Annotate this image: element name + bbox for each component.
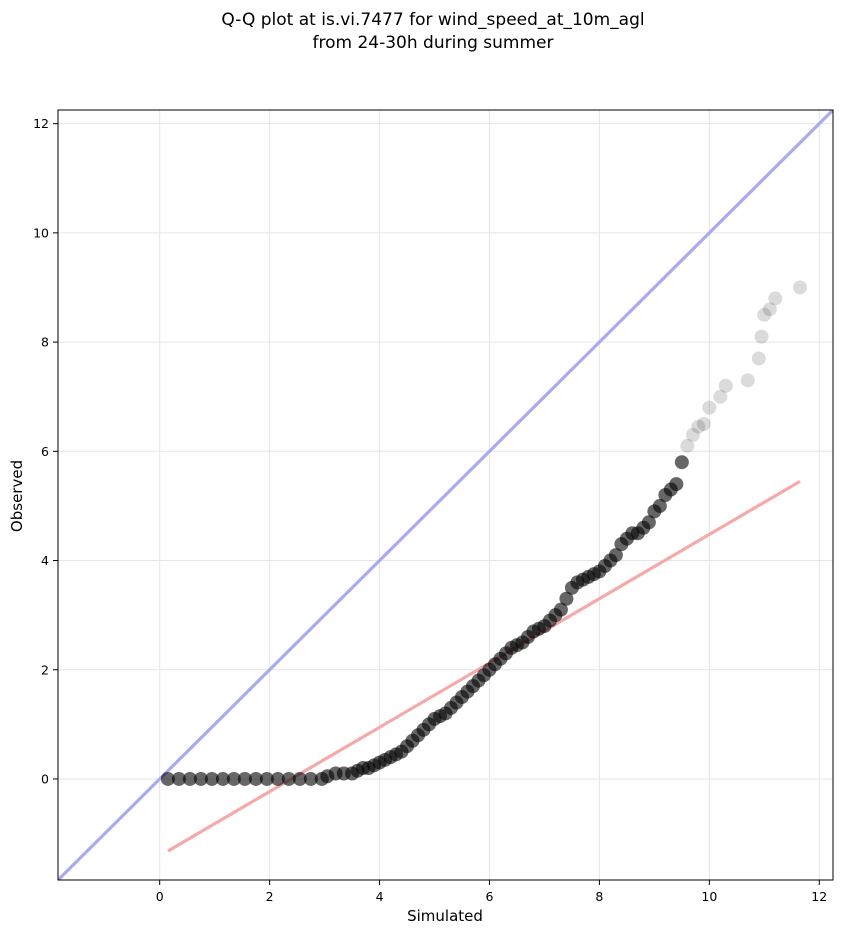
y-tick-label: 10 bbox=[33, 225, 49, 240]
quantile-point bbox=[160, 771, 175, 786]
quantile-point bbox=[669, 477, 684, 492]
quantile-point bbox=[691, 419, 706, 434]
y-tick-label: 6 bbox=[41, 444, 49, 459]
y-tick-label: 0 bbox=[41, 771, 49, 786]
quantile-point bbox=[193, 771, 208, 786]
quantile-point bbox=[281, 771, 296, 786]
x-tick-label: 12 bbox=[811, 889, 827, 904]
quantile-point bbox=[559, 591, 574, 606]
quantile-point bbox=[215, 771, 230, 786]
quantile-point bbox=[768, 291, 783, 306]
chart-title-line-2: from 24-30h during summer bbox=[313, 33, 554, 53]
quantile-point bbox=[608, 548, 623, 563]
quantile-point bbox=[685, 427, 700, 442]
x-axis-label: Simulated bbox=[407, 907, 483, 925]
quantile-point bbox=[713, 389, 728, 404]
quantile-point bbox=[652, 498, 667, 513]
x-axis: 0 2 4 6 8 10 12 bbox=[156, 880, 827, 904]
quantile-point bbox=[793, 280, 808, 295]
quantile-point bbox=[740, 373, 755, 388]
quantile-point bbox=[757, 307, 772, 322]
plot-area bbox=[58, 110, 833, 880]
grid bbox=[58, 110, 833, 880]
quantile-points bbox=[160, 280, 808, 786]
quantile-point bbox=[553, 602, 568, 617]
x-tick-label: 4 bbox=[376, 889, 384, 904]
quantile-point bbox=[696, 417, 711, 432]
y-axis-label: Observed bbox=[8, 460, 26, 532]
x-tick-label: 8 bbox=[595, 889, 603, 904]
quantile-point bbox=[303, 771, 318, 786]
quantile-point bbox=[674, 455, 689, 470]
chart-title-line-1: Q-Q plot at is.vi.7477 for wind_speed_at… bbox=[221, 10, 644, 30]
identity-line bbox=[58, 110, 833, 880]
quantile-point bbox=[292, 771, 307, 786]
quantile-point bbox=[182, 771, 197, 786]
quantile-point bbox=[248, 771, 263, 786]
quantile-point bbox=[641, 515, 656, 530]
quantile-point bbox=[702, 400, 717, 415]
quantile-point bbox=[226, 771, 241, 786]
x-tick-label: 6 bbox=[485, 889, 493, 904]
y-tick-label: 2 bbox=[41, 662, 49, 677]
plot-frame bbox=[57, 109, 834, 881]
quantile-point bbox=[270, 771, 285, 786]
quantile-point bbox=[204, 771, 219, 786]
quantile-point bbox=[680, 438, 695, 453]
x-tick-label: 0 bbox=[156, 889, 164, 904]
quantile-point bbox=[751, 351, 766, 366]
x-tick-label: 10 bbox=[701, 889, 717, 904]
quantile-point bbox=[754, 329, 769, 344]
y-tick-label: 12 bbox=[33, 116, 49, 131]
quantile-point bbox=[762, 302, 777, 317]
quantile-point bbox=[237, 771, 252, 786]
quantile-point bbox=[718, 378, 733, 393]
quantile-point bbox=[171, 771, 186, 786]
y-tick-label: 8 bbox=[41, 335, 49, 350]
y-axis: 0 2 4 6 8 10 12 bbox=[33, 116, 58, 786]
x-tick-label: 2 bbox=[266, 889, 274, 904]
y-tick-label: 4 bbox=[41, 553, 49, 568]
quantile-point bbox=[259, 771, 274, 786]
